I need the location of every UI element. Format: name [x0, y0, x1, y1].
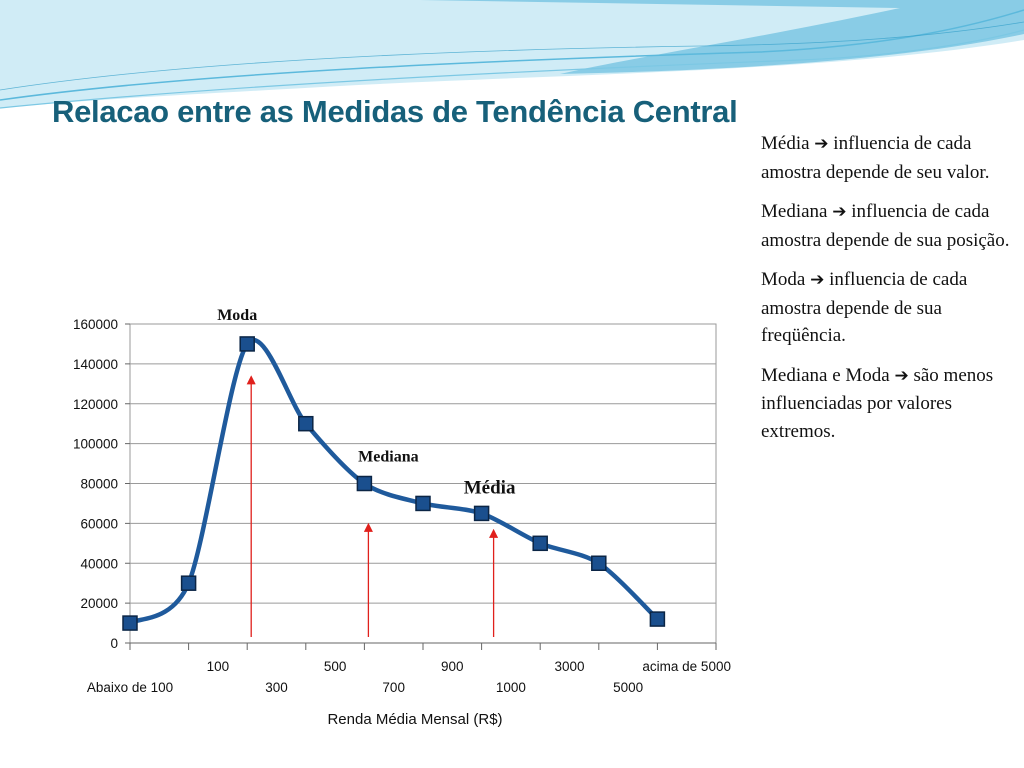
data-point: [415, 495, 431, 512]
note-text: influencia de cada amostra depende de su…: [761, 201, 1010, 251]
arrow-right-icon: ➔: [810, 270, 825, 290]
note-item: Média ➔ influencia de cada amostra depen…: [761, 130, 1017, 186]
x-tick-label: 900: [441, 659, 464, 674]
note-term: Moda: [761, 269, 806, 290]
arrow-right-icon: ➔: [832, 202, 847, 222]
note-text: influencia de cada amostra depende de su…: [761, 269, 968, 346]
annotation-label: Média: [464, 477, 516, 498]
x-tick-label: acima de 5000: [642, 659, 731, 674]
y-tick-label: 100000: [73, 437, 118, 452]
x-axis-title: Renda Média Mensal (R$): [327, 711, 502, 728]
note-term: Mediana: [761, 201, 828, 222]
note-text: são menos influenciadas por valores extr…: [761, 364, 994, 442]
y-tick-label: 120000: [73, 397, 118, 412]
data-point: [356, 475, 373, 492]
x-tick-label: 500: [324, 659, 347, 674]
x-tick-label: Abaixo de 100: [87, 680, 173, 695]
data-point: [122, 615, 138, 631]
x-tick-label: 700: [382, 680, 405, 695]
notes-panel: Média ➔ influencia de cada amostra depen…: [761, 130, 1017, 457]
series-line: [127, 338, 660, 626]
note-text: influencia de cada amostra depende de se…: [761, 133, 990, 183]
data-point: [532, 535, 548, 552]
y-tick-label: 20000: [80, 596, 118, 611]
note-item: Mediana e Moda ➔ são menos influenciadas…: [761, 362, 1017, 446]
x-tick-label: 300: [265, 680, 288, 695]
data-point: [649, 611, 666, 627]
y-tick-label: 0: [110, 636, 118, 651]
header-wave-decoration: [0, 0, 1024, 109]
y-tick-label: 160000: [73, 317, 118, 332]
data-point: [239, 336, 255, 352]
data-point: [298, 415, 314, 432]
x-tick-label: 1000: [496, 680, 526, 695]
x-tick-label: 5000: [613, 680, 643, 695]
x-tick-label: 3000: [554, 659, 584, 674]
note-item: Moda ➔ influencia de cada amostra depend…: [761, 266, 1017, 350]
annotation-label: Mediana: [358, 449, 418, 466]
y-tick-label: 60000: [80, 516, 118, 531]
slide-title: Relacao entre as Medidas de Tendência Ce…: [52, 94, 738, 129]
data-point: [591, 555, 607, 571]
note-term: Mediana e Moda: [761, 364, 890, 386]
y-tick-label: 140000: [73, 357, 118, 372]
arrow-right-icon: ➔: [894, 365, 909, 386]
x-tick-label: 100: [207, 659, 230, 674]
y-tick-label: 80000: [80, 477, 118, 492]
note-item: Mediana ➔ influencia de cada amostra dep…: [761, 198, 1017, 254]
note-term: Média: [761, 133, 810, 154]
annotation-label: Moda: [217, 307, 257, 324]
data-point: [473, 505, 490, 522]
data-point: [180, 575, 197, 591]
arrow-right-icon: ➔: [814, 134, 829, 154]
y-tick-label: 40000: [80, 556, 118, 571]
